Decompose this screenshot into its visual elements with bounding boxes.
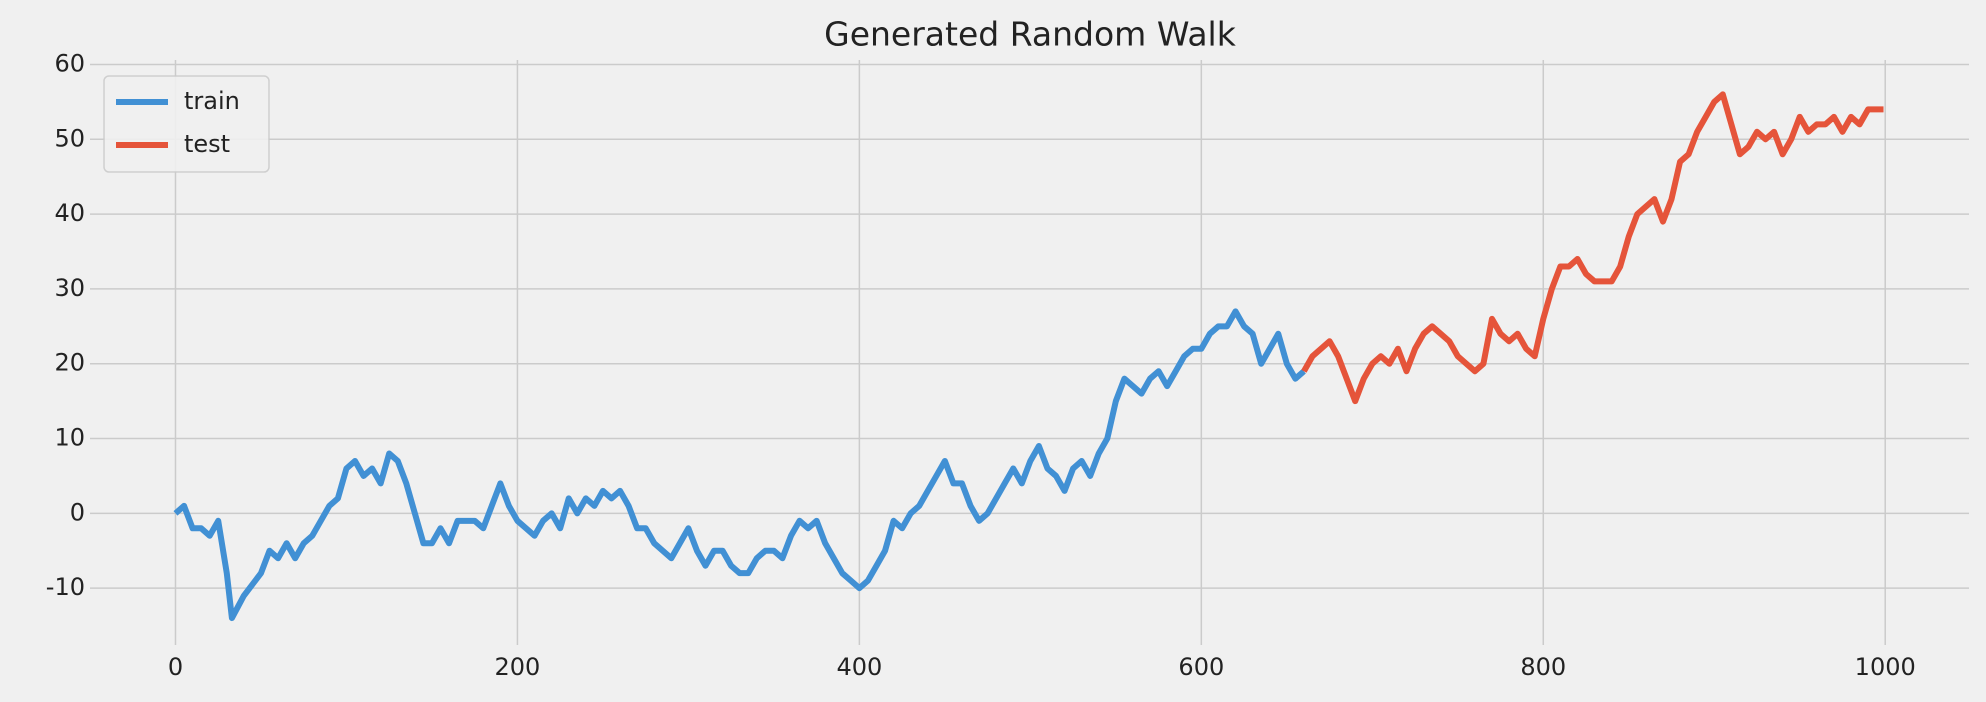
y-tick-label: 40 [54, 199, 85, 227]
line-test [1301, 91, 1884, 405]
x-tick-label: 1000 [1855, 653, 1916, 681]
y-tick-label: -10 [46, 573, 85, 601]
y-tick-label: 50 [54, 124, 85, 152]
line-train [173, 308, 1306, 622]
y-tick-label: 10 [54, 424, 85, 452]
y-tick-label: 60 [54, 49, 85, 77]
y-tick-label: 0 [70, 498, 85, 526]
y-tick-label: 30 [54, 274, 85, 302]
y-tick-label: 20 [54, 349, 85, 377]
x-tick-label: 400 [836, 653, 882, 681]
x-tick-label: 600 [1178, 653, 1224, 681]
x-tick-label: 200 [495, 653, 541, 681]
legend-label: test [184, 130, 230, 158]
x-tick-label: 0 [168, 653, 183, 681]
chart-title: Generated Random Walk [824, 15, 1237, 54]
legend-label: train [184, 87, 240, 115]
x-tick-label: 800 [1520, 653, 1566, 681]
